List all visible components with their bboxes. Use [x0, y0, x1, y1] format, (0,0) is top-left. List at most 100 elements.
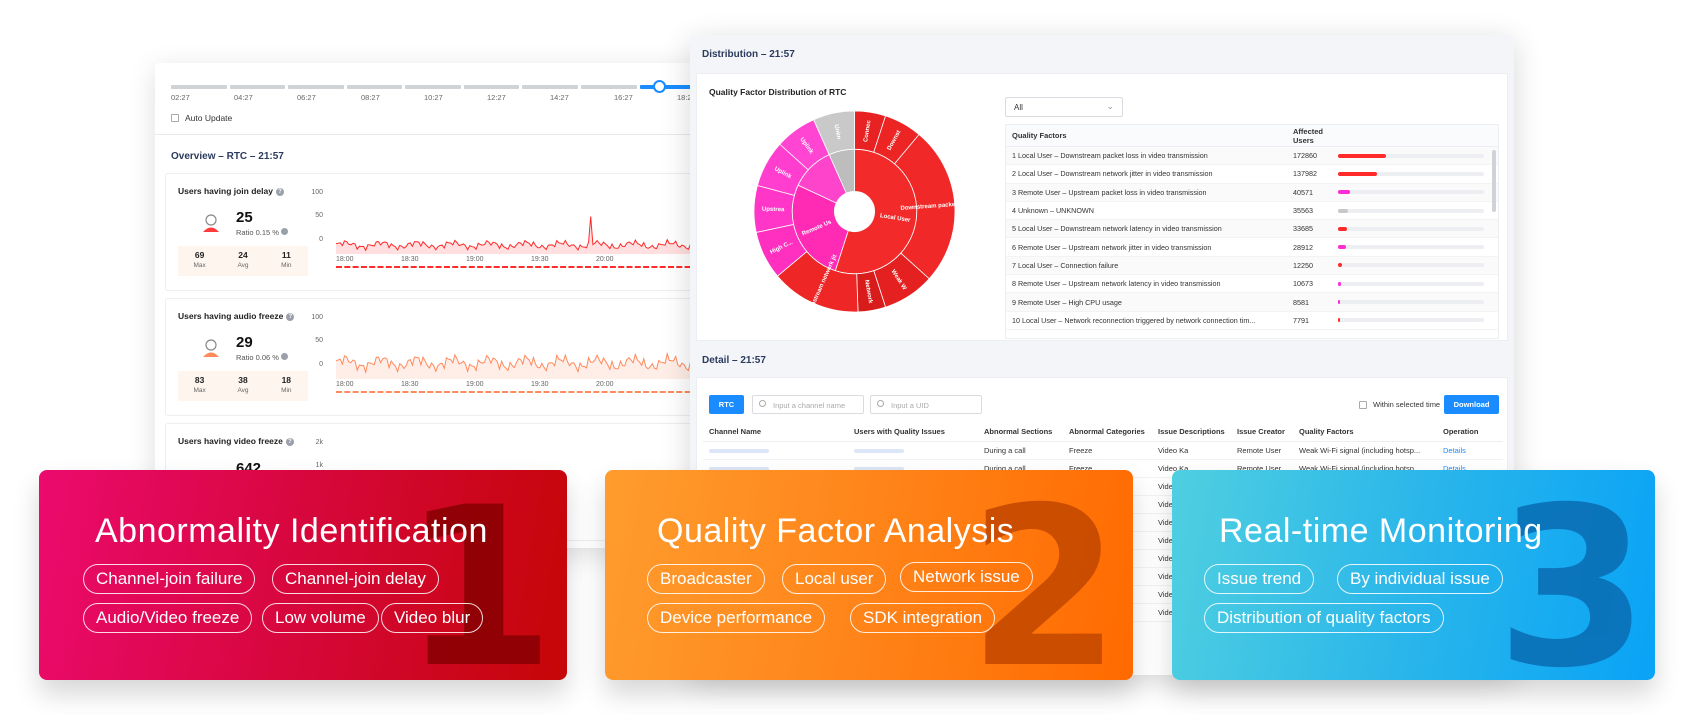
x-tick: 18:30: [401, 381, 419, 388]
timeline-handle[interactable]: [653, 80, 666, 93]
help-icon[interactable]: ?: [286, 312, 295, 321]
x-tick: 18:30: [401, 256, 419, 263]
input-placeholder: Input a channel name: [773, 401, 846, 410]
alert-marker: [468, 391, 475, 393]
download-button[interactable]: Download: [1444, 395, 1499, 414]
y-tick: 0: [319, 236, 323, 243]
table-row[interactable]: 3 Remote User – Upstream packet loss in …: [1006, 183, 1498, 202]
table-row[interactable]: 9 Remote User – High CPU usage 8581: [1006, 293, 1498, 312]
y-tick: 100: [311, 189, 323, 196]
stat-max: 83 Max: [178, 371, 221, 401]
sunburst-segment-unknown[interactable]: [813, 110, 855, 156]
table-row[interactable]: 4 Unknown – UNKNOWN 35563: [1006, 202, 1498, 221]
table-row[interactable]: 8 Remote User – Upstream network latency…: [1006, 275, 1498, 294]
tag-chip: Network issue: [900, 562, 1033, 592]
alert-marker: [676, 391, 683, 393]
timeline-label: 02:27: [171, 93, 190, 102]
share-bar: [1338, 263, 1484, 268]
share-bar: [1338, 171, 1484, 176]
table-header: Quality Factors Affected Users: [1006, 125, 1498, 147]
tag-chip: Low volume: [262, 603, 379, 633]
channel-name-cell[interactable]: [703, 464, 848, 473]
stat-avg: 38 Avg: [221, 371, 264, 401]
checkbox-icon[interactable]: [1359, 400, 1367, 409]
table-row[interactable]: 5 Local User – Downstream network latenc…: [1006, 220, 1498, 239]
alert-marker: [585, 266, 591, 268]
factor-filter-select[interactable]: All ⌄: [1005, 97, 1123, 117]
timeline-label: 08:27: [361, 93, 380, 102]
alert-marker: [676, 266, 683, 268]
tag-chip: Channel-join delay: [272, 564, 439, 594]
table-row[interactable]: 6 Remote User – Upstream network jitter …: [1006, 238, 1498, 257]
alert-marker: [427, 266, 434, 268]
table-row[interactable]: 7 Local User – Connection failure 12250: [1006, 256, 1498, 276]
table-row[interactable]: 2 Local User – Downstream network jitter…: [1006, 165, 1498, 184]
channel-search-input[interactable]: Input a channel name: [752, 395, 864, 414]
factor-name: 3 Remote User – Upstream packet loss in …: [1012, 187, 1207, 197]
alert-marker: [385, 266, 392, 268]
join-delay-trend-chart[interactable]: [336, 204, 695, 274]
stat-value: 11: [281, 250, 291, 260]
details-link[interactable]: Details: [1443, 464, 1466, 473]
description-cell: Video Ka: [1158, 446, 1189, 455]
auto-update-toggle[interactable]: Auto Update: [171, 113, 232, 123]
detail-table-header: Channel Name Users with Quality Issues A…: [703, 422, 1503, 442]
factor-name: 10 Local User – Network reconnection tri…: [1012, 315, 1256, 325]
within-time-toggle[interactable]: Within selected time: [1359, 400, 1440, 409]
timeline-label: 12:27: [487, 93, 506, 102]
alert-marker: [618, 391, 625, 393]
help-icon[interactable]: ?: [275, 187, 284, 196]
alert-marker: [609, 266, 616, 268]
metric-title-text: Users having video freeze: [178, 436, 283, 446]
card-title: Real-time Monitoring: [1219, 512, 1543, 550]
factor-name: 7 Local User – Connection failure: [1012, 260, 1119, 270]
tag-chip: By individual issue: [1337, 564, 1503, 594]
col-header: Issue Creator: [1237, 427, 1285, 436]
channel-name-cell[interactable]: [703, 446, 848, 455]
details-link[interactable]: Details: [1443, 446, 1466, 455]
factor-name: 9 Remote User – High CPU usage: [1012, 297, 1122, 307]
share-bar: [1338, 300, 1484, 305]
metric-title-text: Users having audio freeze: [178, 311, 284, 321]
table-row[interactable]: 1 Local User – Downstream packet loss in…: [1006, 147, 1498, 166]
alert-marker: [410, 266, 417, 268]
timeline-track[interactable]: [171, 85, 695, 89]
stat-max: 69 Max: [178, 246, 221, 276]
distribution-title: Distribution – 21:57: [702, 49, 795, 60]
x-tick: 19:00: [466, 256, 484, 263]
alert-marker: [684, 266, 691, 268]
sunburst-label: Downstream packet loss: [900, 201, 957, 212]
stat-min: 18 Min: [265, 371, 308, 401]
ratio-text: Ratio 0.06 %: [236, 353, 279, 362]
y-tick: 2k: [315, 439, 323, 446]
tag-chip: Issue trend: [1204, 564, 1315, 594]
checkbox-icon[interactable]: [171, 114, 179, 122]
audio-freeze-trend-chart[interactable]: [336, 329, 695, 399]
description-cell: Video: [1158, 536, 1178, 545]
alert-marker: [560, 266, 567, 268]
alert-marker: [609, 391, 616, 393]
chart-title: Quality Factor Distribution of RTC: [709, 87, 847, 97]
rtc-button[interactable]: RTC: [709, 395, 744, 414]
factor-name: 4 Unknown – UNKNOWN: [1012, 206, 1094, 216]
description-cell: Video: [1158, 518, 1178, 527]
table-row[interactable]: During a call Freeze Video Ka Remote User We…: [703, 442, 1503, 460]
scrollbar[interactable]: [1492, 150, 1496, 212]
col-header: Issue Descriptions: [1158, 427, 1225, 436]
alert-marker: [352, 266, 359, 268]
uid-search-input[interactable]: Input a UID: [870, 395, 982, 414]
card-number: 2: [967, 470, 1121, 680]
affected-users: 40571: [1293, 187, 1313, 197]
table-row[interactable]: 10 Local User – Network reconnection tri…: [1006, 312, 1498, 330]
help-icon[interactable]: ?: [285, 437, 294, 446]
description-cell: Video: [1158, 554, 1178, 563]
sunburst-label: Upstrea: [762, 207, 785, 214]
share-bar-fill: [1338, 171, 1378, 176]
alert-marker: [419, 391, 425, 393]
share-bar: [1338, 208, 1484, 213]
factor-name: 6 Remote User – Upstream network jitter …: [1012, 242, 1212, 252]
col-header: Channel Name: [709, 427, 762, 436]
alert-marker: [543, 266, 550, 268]
alert-marker: [485, 391, 492, 393]
